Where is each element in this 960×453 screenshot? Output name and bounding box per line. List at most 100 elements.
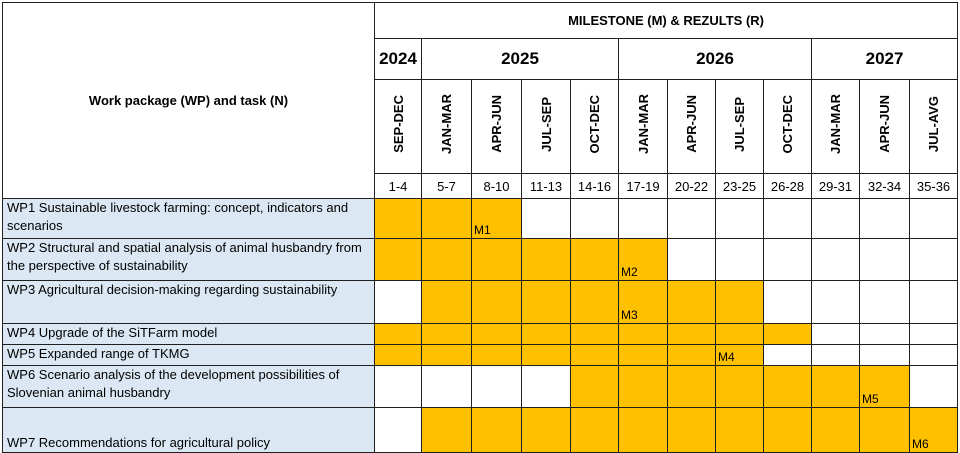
timeline-bar-cell: [570, 344, 619, 366]
milestone-header-row: Work package (WP) and task (N) MILESTONE…: [2, 2, 959, 199]
timeline-bar-cell: [715, 365, 764, 408]
task-row: WP3 Agricultural decision-making regardi…: [2, 280, 959, 324]
task-row: WP1 Sustainable livestock farming: conce…: [2, 198, 959, 239]
timeline-bar-cell: [859, 407, 910, 453]
month-range: 17-19: [618, 173, 668, 199]
year-row: 2024 2025 2026 2027: [3, 38, 959, 80]
year-header-2025: 2025: [421, 38, 619, 80]
timeline-bar-cell: [421, 407, 472, 453]
timeline-bar-cell: [715, 407, 764, 453]
timeline-bar-cell: [763, 365, 812, 408]
month-range: 8-10: [471, 173, 522, 199]
period-label: JAN-MAR: [635, 94, 651, 154]
timeline-bar-cell: [374, 323, 422, 345]
timeline-bar-cell: [715, 280, 764, 324]
period-header: JAN-MAR: [811, 79, 860, 174]
month-range: 32-34: [859, 173, 910, 199]
period-header: SEP-DEC: [374, 79, 422, 174]
timeline-empty-cell: [811, 198, 860, 239]
timeline-empty-cell: [908, 344, 959, 366]
year-header-2026: 2026: [618, 38, 812, 80]
timeline-bar-cell: M2: [618, 238, 668, 281]
task-label: WP7 Recommendations for agricultural pol…: [2, 407, 375, 453]
timeline-bar-cell: [471, 407, 522, 453]
task-label: WP4 Upgrade of the SiTFarm model: [2, 323, 375, 345]
timeline-bar-cell: [811, 407, 860, 453]
timeline-bar-cell: [667, 344, 716, 366]
milestone-title: MILESTONE (M) & REZULTS (R): [373, 2, 959, 39]
timeline-bar-cell: [618, 323, 668, 345]
period-label: OCT-DEC: [780, 94, 795, 154]
timeline-bar-cell: M1: [471, 198, 522, 239]
task-row: WP2 Structural and spatial analysis of a…: [2, 238, 959, 281]
timeline-bar-cell: M6: [908, 407, 959, 453]
timeline-bar-cell: [763, 407, 812, 453]
period-header: OCT-DEC: [570, 79, 619, 174]
period-row: SEP-DEC JAN-MAR APR-JUN JUL-SEP OCT-DEC JAN-M…: [3, 79, 959, 174]
timeline-empty-cell: [667, 238, 716, 281]
month-range: 11-13: [521, 173, 571, 199]
timeline-empty-cell: [763, 344, 812, 366]
period-header: APR-JUN: [471, 79, 522, 174]
task-row: WP5 Expanded range of TKMG M4: [2, 344, 959, 366]
period-label: JUL-AVG: [926, 95, 942, 153]
timeline-empty-cell: [715, 238, 764, 281]
timeline-empty-cell: [811, 280, 860, 324]
month-range: 5-7: [421, 173, 472, 199]
timeline-bar-cell: [811, 365, 860, 408]
timeline-empty-cell: [811, 323, 860, 345]
timeline-empty-cell: [421, 365, 472, 408]
period-header: APR-JUN: [667, 79, 716, 174]
timeline-bar-cell: [374, 344, 422, 366]
timeline-bar-cell: M4: [715, 344, 764, 366]
timeline-bar-cell: [521, 238, 571, 281]
timeline-bar-cell: [618, 407, 668, 453]
period-label: JAN-MAR: [439, 94, 454, 154]
timeline-empty-cell: [859, 344, 910, 366]
timeline-bar-cell: [618, 365, 668, 408]
task-label: WP6 Scenario analysis of the development…: [2, 365, 375, 408]
month-range: 1-4: [374, 173, 422, 199]
timeline-empty-cell: [811, 344, 860, 366]
timeline-empty-cell: [908, 280, 959, 324]
timeline-empty-cell: [763, 198, 812, 239]
timeline-empty-cell: [908, 198, 959, 239]
month-range: 35-36: [908, 173, 959, 199]
period-header: JAN-MAR: [618, 79, 668, 174]
timeline-empty-cell: [521, 198, 571, 239]
timeline-bar-cell: M5: [859, 365, 910, 408]
year-header-2027: 2027: [810, 38, 959, 80]
timeline-bar-cell: [521, 407, 571, 453]
timeline-empty-cell: [859, 198, 910, 239]
period-label: JAN-MAR: [828, 94, 843, 154]
period-label: JUL-SEP: [732, 96, 747, 152]
timeline-empty-cell: [859, 280, 910, 324]
timeline-bar-cell: [570, 365, 619, 408]
month-range: 23-25: [715, 173, 764, 199]
month-range: 26-28: [763, 173, 812, 199]
timeline-bar-cell: M3: [618, 280, 668, 324]
timeline-empty-cell: [908, 238, 959, 281]
timeline-empty-cell: [859, 238, 910, 281]
timeline-empty-cell: [374, 365, 422, 408]
timeline-bar-cell: [618, 344, 668, 366]
period-header: APR-JUN: [859, 79, 910, 174]
timeline-empty-cell: [715, 198, 764, 239]
milestone-label: M1: [474, 223, 491, 237]
timeline-empty-cell: [859, 323, 910, 345]
period-header: OCT-DEC: [763, 79, 812, 174]
period-label: APR-JUN: [684, 95, 699, 153]
timeline-bar-cell: [421, 323, 472, 345]
timeline-empty-cell: [763, 238, 812, 281]
timeline-bar-cell: [421, 198, 472, 239]
month-range: 20-22: [667, 173, 716, 199]
timeline-empty-cell: [521, 365, 571, 408]
month-row: 1-4 5-7 8-10 11-13 14-16 17-19 20-22 23-25 26-28…: [3, 173, 959, 199]
milestone-label: M4: [718, 350, 735, 364]
timeline-empty-cell: [374, 280, 422, 324]
timeline-empty-cell: [908, 323, 959, 345]
period-header: JAN-MAR: [421, 79, 472, 174]
milestone-label: M2: [621, 265, 638, 279]
timeline-bar-cell: [421, 344, 472, 366]
